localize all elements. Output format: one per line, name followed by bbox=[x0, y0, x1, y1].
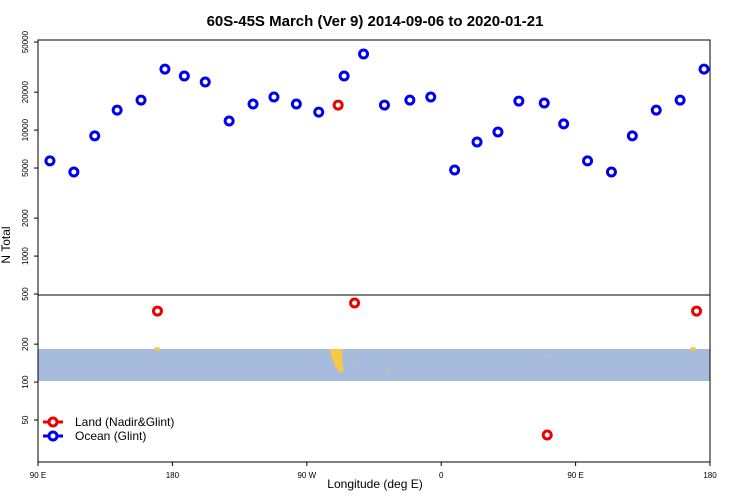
point bbox=[89, 130, 101, 142]
point bbox=[691, 305, 703, 317]
point bbox=[290, 98, 302, 110]
point bbox=[223, 115, 235, 127]
point bbox=[268, 91, 280, 103]
y-tick-label: 1000 bbox=[21, 247, 30, 265]
y-tick-label: 5000 bbox=[21, 159, 30, 177]
point bbox=[471, 136, 483, 148]
map-land bbox=[352, 362, 354, 364]
y-tick-label: 20000 bbox=[21, 81, 30, 104]
point bbox=[44, 155, 56, 167]
map-land bbox=[154, 347, 160, 351]
point bbox=[605, 166, 617, 178]
point bbox=[404, 94, 416, 106]
point bbox=[650, 104, 662, 116]
point bbox=[178, 70, 190, 82]
x-axis-label: Longitude (deg E) bbox=[327, 477, 422, 491]
y-tick-label: 50 bbox=[21, 415, 30, 424]
point bbox=[151, 305, 163, 317]
point bbox=[541, 429, 553, 441]
y-tick-label: 500 bbox=[21, 287, 30, 301]
point bbox=[698, 63, 710, 75]
point bbox=[513, 95, 525, 107]
x-tick-label: 90 E bbox=[30, 471, 46, 480]
point bbox=[68, 166, 80, 178]
x-tick-label: 180 bbox=[166, 471, 180, 480]
y-axis-label: N Total bbox=[0, 226, 13, 263]
point bbox=[538, 97, 550, 109]
legend-label: Ocean (Glint) bbox=[75, 429, 146, 443]
x-tick-label: 180 bbox=[703, 471, 717, 480]
point bbox=[378, 99, 390, 111]
point bbox=[313, 106, 325, 118]
map-land bbox=[690, 347, 696, 351]
point bbox=[332, 99, 344, 111]
point bbox=[492, 126, 504, 138]
point bbox=[135, 94, 147, 106]
map-ocean bbox=[38, 349, 710, 381]
point bbox=[449, 164, 461, 176]
point bbox=[111, 104, 123, 116]
map-strip bbox=[38, 347, 710, 381]
x-tick-label: 90 E bbox=[567, 471, 583, 480]
x-tick-label: 0 bbox=[439, 471, 444, 480]
legend-marker bbox=[47, 416, 59, 428]
legend-marker bbox=[47, 430, 59, 442]
y-tick-label: 100 bbox=[21, 375, 30, 389]
y-tick-label: 200 bbox=[21, 337, 30, 351]
y-tick-label: 2000 bbox=[21, 209, 30, 227]
point bbox=[582, 155, 594, 167]
legend-label: Land (Nadir&Glint) bbox=[75, 415, 174, 429]
point bbox=[558, 118, 570, 130]
point bbox=[199, 76, 211, 88]
point bbox=[159, 63, 171, 75]
y-tick-label: 10000 bbox=[21, 118, 30, 141]
point bbox=[358, 48, 370, 60]
point bbox=[349, 297, 361, 309]
plot-frame bbox=[37, 39, 711, 463]
map-land bbox=[387, 369, 389, 371]
map-land bbox=[330, 349, 344, 373]
point bbox=[247, 98, 259, 110]
chart-title: 60S-45S March (Ver 9) 2014-09-06 to 2020… bbox=[207, 13, 544, 30]
point bbox=[626, 130, 638, 142]
map-land bbox=[545, 356, 547, 358]
point bbox=[425, 91, 437, 103]
point bbox=[674, 94, 686, 106]
y-tick-label: 50000 bbox=[21, 30, 30, 53]
point bbox=[338, 70, 350, 82]
x-tick-label: 90 W bbox=[297, 471, 316, 480]
